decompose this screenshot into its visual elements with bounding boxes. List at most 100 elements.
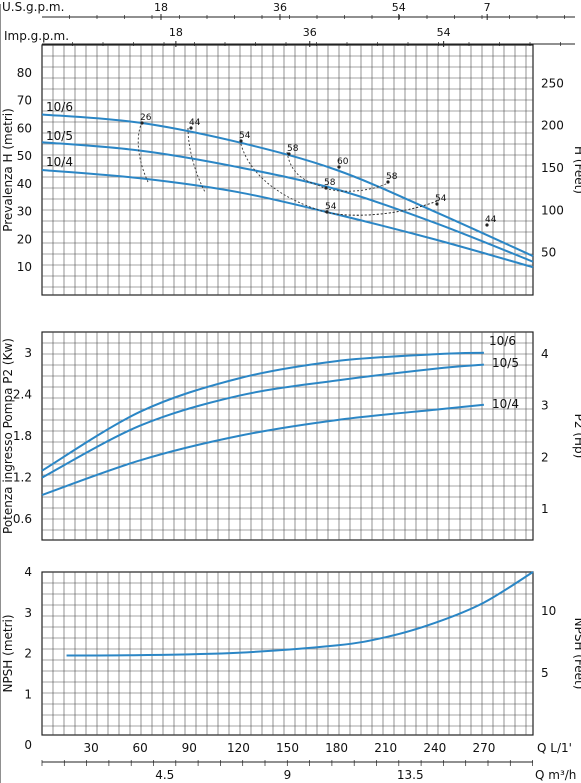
head-ytick-label: 10 — [17, 260, 32, 274]
q-m3h-tick-label: 9 — [284, 768, 292, 782]
impgpm-tick-label: 54 — [437, 26, 451, 39]
npsh-ylabel: NPSH (metri) — [1, 614, 15, 692]
efficiency-isoline — [286, 151, 319, 186]
head-ylabel: Prevalenza H (metri) — [1, 108, 15, 232]
plot-frame-0 — [41, 44, 534, 296]
head-ytick-label: 40 — [17, 177, 32, 191]
efficiency-marker — [324, 186, 328, 190]
q-lmin-tick-label: 270 — [472, 741, 495, 755]
head-y2tick-label: 200 — [541, 119, 564, 133]
efficiency-marker — [140, 121, 144, 125]
series-label-10-6: 10/6 — [46, 100, 73, 114]
head-ytick-label: 60 — [17, 121, 32, 135]
plot-frame-1 — [41, 331, 534, 541]
q-lmin-tick-label: 150 — [276, 741, 299, 755]
efficiency-label: 58 — [287, 144, 299, 154]
efficiency-marker — [435, 202, 439, 206]
efficiency-label: 58 — [386, 172, 398, 182]
npsh-y2label: NPSH (Feet) — [572, 618, 581, 690]
head-ytick-label: 20 — [17, 232, 32, 246]
origin-label: 0 — [24, 738, 32, 752]
efficiency-label: 54 — [325, 202, 337, 212]
series-label-10-6: 10/6 — [489, 334, 516, 348]
q-m3h-tick-label: 13.5 — [397, 768, 424, 782]
plot-frame-2 — [41, 571, 534, 736]
usgpm-axis-label: U.S.g.p.m. — [2, 0, 64, 14]
series-label-10-4: 10/4 — [46, 155, 73, 169]
q-lmin-axis-label: Q L/1' — [537, 741, 572, 755]
power-ytick-label: 1.2 — [13, 471, 32, 485]
head-ytick-label: 30 — [17, 205, 32, 219]
power-ytick-label: 0.6 — [13, 512, 32, 526]
head-ytick-label: 50 — [17, 149, 32, 163]
power-y2tick-label: 3 — [541, 399, 549, 413]
head-y2tick-label: 250 — [541, 76, 564, 90]
npsh-ytick-label: 4 — [24, 565, 32, 579]
efficiency-marker — [337, 165, 341, 169]
efficiency-marker — [325, 210, 329, 214]
q-lmin-tick-label: 240 — [423, 741, 446, 755]
power-ytick-label: 1.8 — [13, 429, 32, 443]
head-y2tick-label: 150 — [541, 161, 564, 175]
power-ytick-label: 2.4 — [13, 387, 32, 401]
efficiency-isoline — [239, 139, 326, 213]
q-lmin-tick-label: 30 — [83, 741, 98, 755]
series-line-power-10-5 — [41, 363, 484, 479]
efficiency-label: 54 — [239, 131, 251, 141]
efficiency-marker — [485, 223, 489, 227]
q-lmin-tick-label: 90 — [182, 741, 197, 755]
series-line-power-10-6 — [41, 351, 484, 472]
efficiency-label: 54 — [435, 194, 447, 204]
power-ytick-label: 3 — [24, 346, 32, 360]
efficiency-isoline — [137, 121, 149, 183]
head-y2tick-label: 50 — [541, 246, 556, 260]
power-y2label: P2 (Hp) — [572, 414, 581, 459]
efficiency-marker — [386, 180, 390, 184]
q-m3h-tick-label: 4.5 — [155, 768, 174, 782]
usgpm-tick-label: 18 — [154, 1, 168, 14]
efficiency-label: 26 — [140, 113, 152, 123]
series-line-head-10-4 — [41, 169, 534, 269]
efficiency-label: 60 — [337, 157, 349, 167]
head-ytick-label: 70 — [17, 94, 32, 108]
efficiency-isoline — [317, 182, 389, 192]
head-y2tick-label: 100 — [541, 203, 564, 217]
q-lmin-tick-label: 120 — [227, 741, 250, 755]
efficiency-marker — [189, 126, 193, 130]
head-y2label: H (Feet) — [572, 146, 581, 194]
head-ytick-label: 80 — [17, 66, 32, 80]
impgpm-axis-label: Imp.g.p.m. — [4, 29, 69, 43]
series-label-10-5: 10/5 — [46, 129, 73, 143]
efficiency-label: 44 — [189, 118, 201, 128]
series-label-10-4: 10/4 — [492, 397, 519, 411]
npsh-ytick-label: 2 — [24, 647, 32, 661]
q-lmin-tick-label: 180 — [325, 741, 348, 755]
power-y2tick-label: 4 — [541, 347, 549, 361]
usgpm-tick-label: 36 — [273, 1, 287, 14]
series-line-head-10-6 — [41, 113, 534, 258]
q-lmin-tick-label: 60 — [133, 741, 148, 755]
power-y2tick-label: 2 — [541, 450, 549, 464]
npsh-ytick-label: 3 — [24, 606, 32, 620]
efficiency-isoline — [187, 127, 206, 193]
efficiency-label: 44 — [485, 215, 497, 225]
series-line-power-10-4 — [41, 403, 484, 496]
impgpm-tick-label: 36 — [303, 26, 317, 39]
series-label-10-5: 10/5 — [492, 356, 519, 370]
efficiency-label: 58 — [324, 178, 336, 188]
efficiency-marker — [287, 152, 291, 156]
usgpm-tick-label: 7 — [484, 1, 491, 14]
series-line-npsh-NPSH — [66, 571, 534, 657]
efficiency-marker — [239, 139, 243, 143]
npsh-y2tick-label: 10 — [541, 604, 556, 618]
npsh-y2tick-label: 5 — [541, 666, 549, 680]
q-m3h-axis-label: Q m³/h — [535, 768, 576, 782]
power-y2tick-label: 1 — [541, 502, 549, 516]
npsh-ytick-label: 1 — [24, 687, 32, 701]
usgpm-tick-label: 54 — [392, 1, 406, 14]
q-lmin-tick-label: 210 — [374, 741, 397, 755]
power-ylabel: Potenza ingresso Pompa P2 (Kw) — [1, 338, 15, 534]
series-line-head-10-5 — [41, 141, 534, 263]
impgpm-tick-label: 18 — [169, 26, 183, 39]
